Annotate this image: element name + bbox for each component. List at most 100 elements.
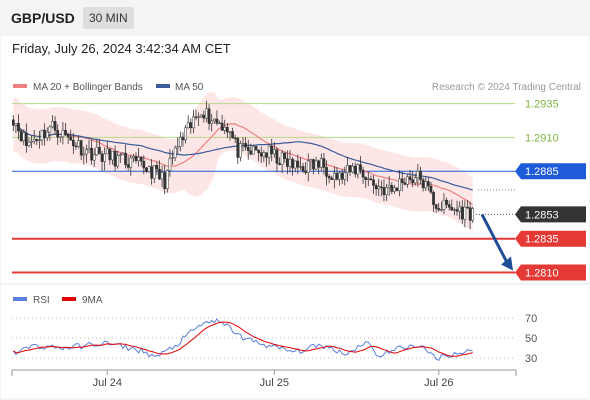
candle-body <box>19 130 23 141</box>
candle <box>45 127 49 142</box>
pivot-badge-bg <box>515 163 586 180</box>
candle <box>453 207 456 216</box>
candle <box>79 139 83 161</box>
candle <box>246 139 250 160</box>
price-levels <box>12 103 515 274</box>
candle-body <box>450 207 454 211</box>
candle-body <box>319 158 323 168</box>
candle-body <box>447 204 451 208</box>
candle <box>38 130 41 149</box>
candle-body <box>147 166 151 172</box>
candle-body <box>14 123 18 126</box>
candle-body <box>254 146 258 151</box>
candle-body <box>374 185 378 190</box>
candle <box>22 129 26 146</box>
candle <box>455 200 459 216</box>
candle-body <box>330 177 334 180</box>
research-credit: Research © 2024 Trading Central <box>432 82 581 93</box>
candle-body <box>87 147 91 150</box>
candle-body <box>353 165 357 175</box>
candle-body <box>280 152 284 165</box>
candle <box>424 176 428 191</box>
candle-body <box>92 154 96 161</box>
candle-body <box>69 136 73 141</box>
candle-body <box>333 172 336 180</box>
chart-panel <box>1 36 589 398</box>
candle-body <box>283 152 287 159</box>
candle-body <box>95 147 99 156</box>
candle <box>168 149 172 177</box>
candle <box>382 179 386 202</box>
candle-body <box>340 172 344 180</box>
candle <box>194 109 198 121</box>
chart-datetime: Friday, July 26, 2024 3:42:34 AM CET <box>12 41 231 56</box>
candle <box>184 125 187 144</box>
candle <box>463 200 467 228</box>
candle <box>233 134 237 144</box>
candle <box>95 139 99 157</box>
candle-body <box>359 164 362 171</box>
rsi-pane: 70 50 30 <box>12 313 537 365</box>
candle-body <box>165 170 169 189</box>
candle-body <box>421 179 425 189</box>
candle <box>398 170 401 197</box>
candle <box>460 200 464 224</box>
candle <box>27 137 31 148</box>
candle <box>314 156 318 171</box>
candle <box>51 115 54 129</box>
candle <box>139 155 143 167</box>
current-badge-bg <box>515 206 586 223</box>
candle <box>267 143 271 165</box>
candle-body <box>64 130 67 135</box>
candle <box>374 183 378 196</box>
price-badge-resistance: 1.2935 <box>525 99 559 111</box>
candle <box>442 193 446 215</box>
candle-body <box>471 208 475 221</box>
candle <box>432 190 435 213</box>
candle-body <box>372 179 375 186</box>
candle <box>348 165 352 176</box>
rsi-level-label: 50 <box>525 333 537 345</box>
candle-body <box>66 134 70 138</box>
candle-body <box>272 149 276 155</box>
candle <box>280 150 284 173</box>
candle <box>296 154 300 175</box>
price-badge-resistance: 1.2910 <box>525 132 559 144</box>
candle <box>56 124 60 146</box>
candle <box>239 140 242 162</box>
candle-body <box>252 146 255 155</box>
timeframe-badge[interactable]: 30 MIN <box>83 7 134 29</box>
candle <box>361 166 365 184</box>
candle-body <box>385 187 388 196</box>
candle-body <box>437 208 441 211</box>
x-axis: Jul 24 Jul 25 Jul 26 <box>11 369 517 389</box>
candle-body <box>79 140 83 156</box>
candle-body <box>301 166 305 171</box>
candle-body <box>220 122 224 131</box>
candle <box>338 171 341 186</box>
candle <box>152 164 156 183</box>
ma50-legend-swatch <box>156 84 170 88</box>
candle-body <box>463 206 467 220</box>
candles <box>11 101 475 229</box>
candle-body <box>61 130 65 138</box>
candle-body <box>82 153 86 156</box>
candle-body <box>85 149 88 155</box>
candle <box>275 147 279 172</box>
candle <box>241 137 245 152</box>
candle-body <box>74 145 78 147</box>
candle <box>225 123 229 139</box>
candle <box>304 162 307 175</box>
candle <box>98 139 101 155</box>
candle-body <box>343 172 347 180</box>
candle <box>272 142 276 158</box>
candle-body <box>424 181 428 189</box>
candle <box>124 144 127 169</box>
candle-body <box>390 185 394 192</box>
candle <box>176 137 180 154</box>
candle <box>283 152 287 163</box>
candle-body <box>215 118 219 124</box>
candle-body <box>139 156 143 162</box>
candle <box>147 165 151 173</box>
